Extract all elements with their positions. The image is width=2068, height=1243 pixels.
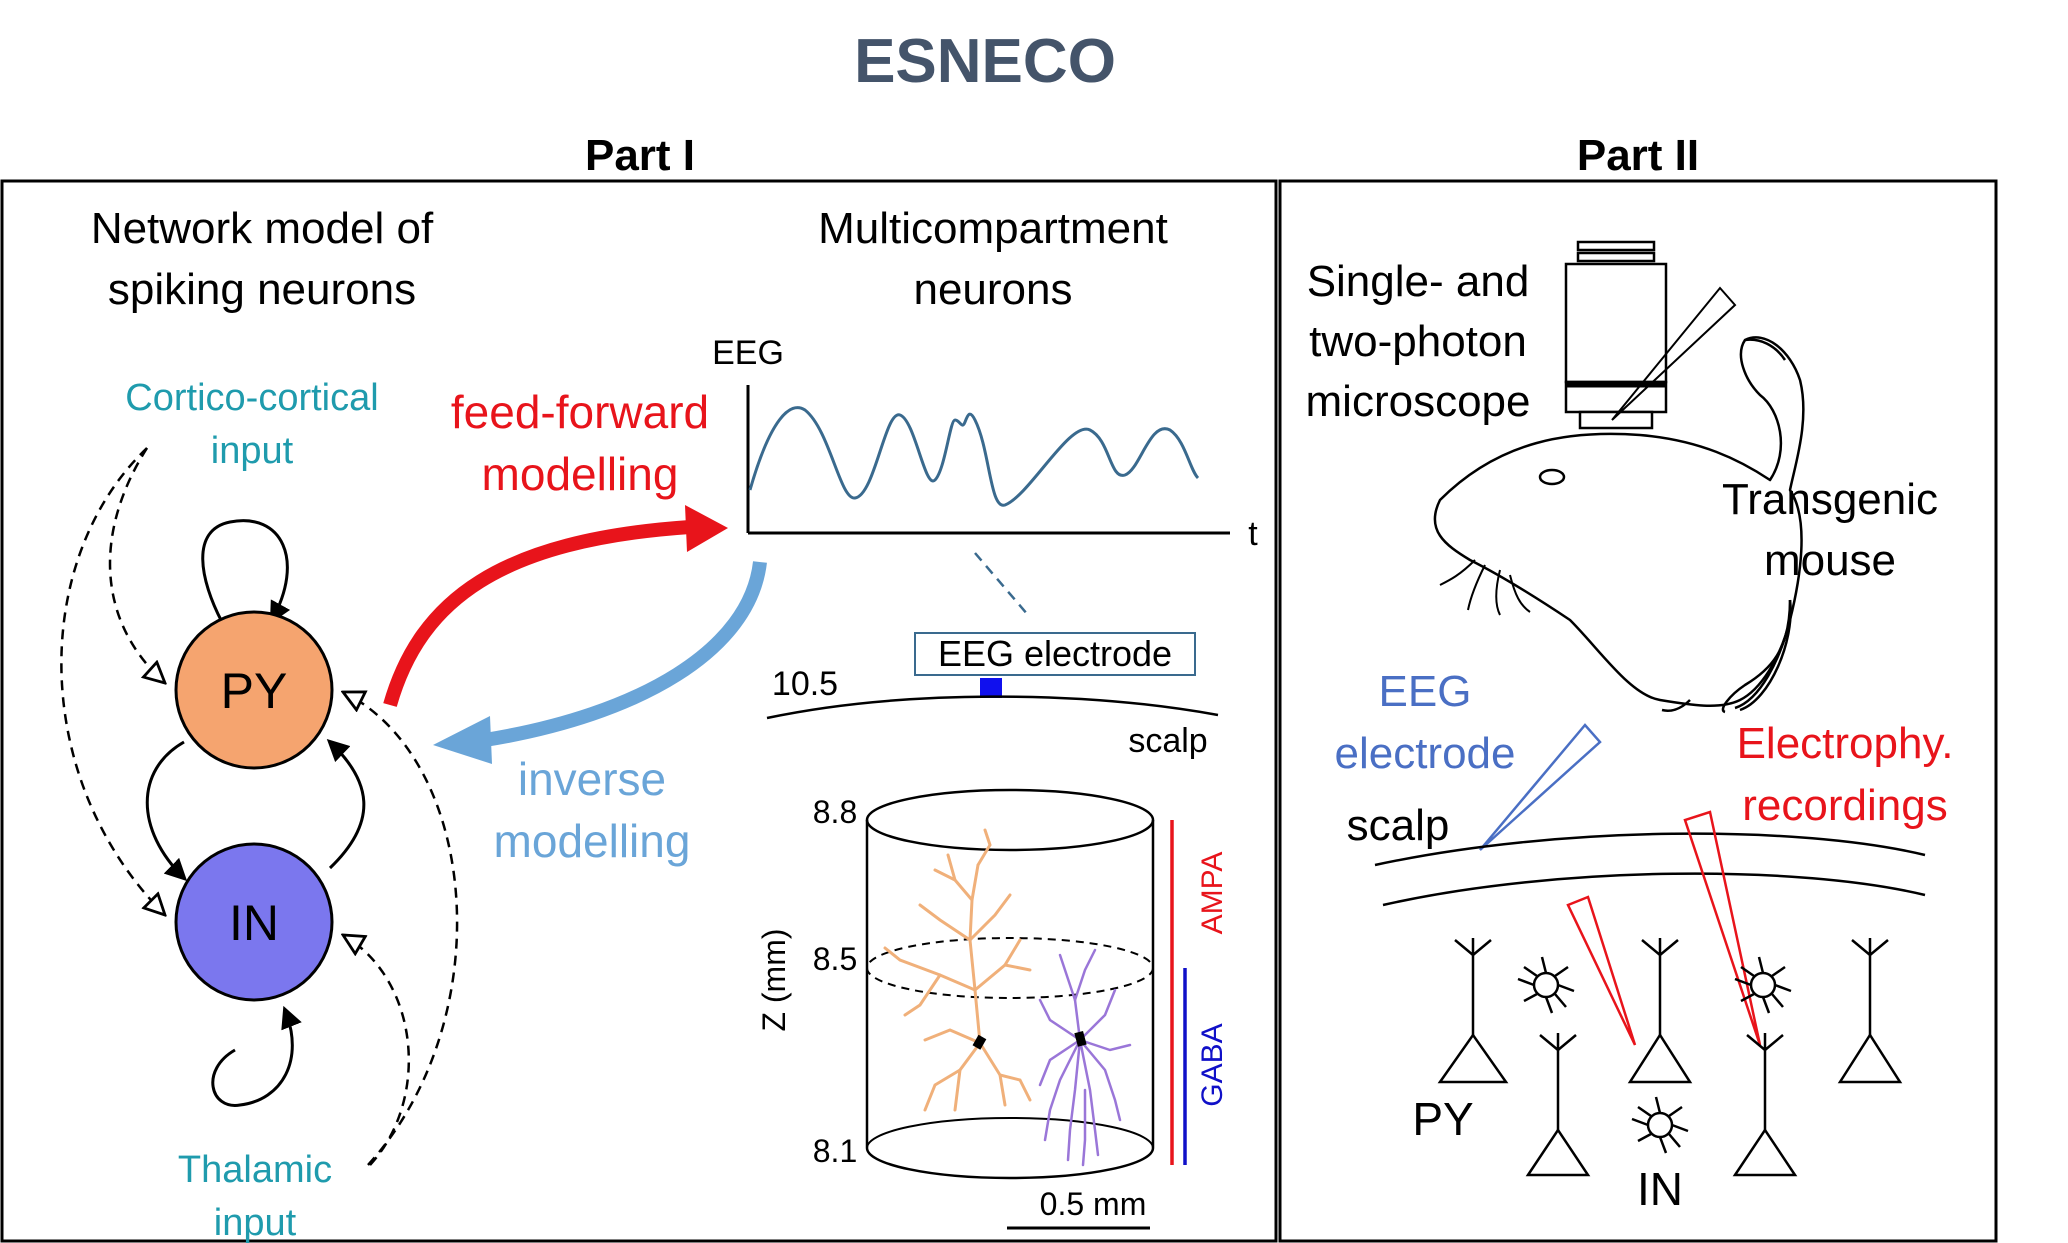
cylinder-top	[865, 788, 1155, 852]
pyramidal-neuron-4	[1732, 1033, 1798, 1177]
part2-panel	[1278, 179, 1998, 1243]
cylinder-bottom	[865, 1147, 1155, 1180]
p2-in-label: IN	[1637, 1163, 1683, 1215]
thalamic-input-line1: Thalamic	[178, 1149, 332, 1191]
in-node-label: IN	[229, 895, 279, 951]
in-to-py-arrow	[326, 738, 366, 870]
pipette-icon	[1611, 286, 1737, 421]
feedforward-line2: modelling	[482, 448, 679, 500]
cylinder-mid-dashed	[866, 937, 1154, 999]
mouse-whiskers	[1439, 559, 1531, 616]
interneuron-3	[1631, 1096, 1689, 1154]
orange-neuron-soma	[972, 1034, 987, 1050]
inverse-arrowhead	[433, 716, 492, 764]
part1-panel	[0, 179, 1278, 1243]
inverse-line2: modelling	[494, 815, 691, 867]
t-axis-label: t	[1248, 515, 1258, 553]
eeg-electrode-box	[914, 632, 1196, 676]
py-node-label: PY	[221, 663, 288, 719]
microscope-line3: microscope	[1306, 377, 1531, 426]
p2-scalp-line-top	[1374, 832, 1926, 867]
inverse-line1: inverse	[518, 753, 666, 805]
mouse-tail	[1734, 619, 1792, 710]
orange-multicompartment-neuron	[883, 828, 1032, 1112]
z-axis-label: Z (mm)	[756, 928, 792, 1031]
in-self-loop	[211, 1005, 302, 1107]
purple-multicompartment-neuron	[1038, 948, 1132, 1167]
py-self-loop	[201, 519, 291, 624]
z-tick-top: 8.8	[813, 794, 857, 830]
cortico-input-line1: Cortico-cortical	[125, 377, 378, 419]
figure-title: ESNECO	[854, 27, 1116, 96]
multi-title-line2: neurons	[913, 265, 1072, 314]
part2-heading: Part II	[1577, 131, 1699, 180]
z-tick-mid: 8.5	[813, 941, 857, 977]
py-to-in-arrow	[145, 740, 188, 882]
p2-pyramidal-neurons	[1437, 938, 1903, 1177]
py-node	[174, 610, 334, 770]
p2-ephys-line2: recordings	[1742, 781, 1947, 830]
cortico-to-in-dashed	[60, 447, 165, 915]
scalp-label: scalp	[1128, 722, 1207, 760]
eeg-electrode-label: EEG electrode	[938, 633, 1172, 674]
multi-title-line1: Multicompartment	[818, 204, 1168, 253]
microscope-icon	[1564, 240, 1668, 430]
p2-py-label: PY	[1412, 1093, 1473, 1145]
ampa-label: AMPA	[1196, 852, 1229, 935]
part1-heading: Part I	[585, 131, 695, 180]
in-node	[174, 842, 334, 1002]
inverse-arrow	[483, 561, 767, 747]
pyramidal-neuron-3	[1627, 938, 1693, 1084]
thalamic-to-in-dashed	[343, 935, 411, 1166]
cortico-to-py-dashed	[108, 447, 165, 683]
eeg-trace	[748, 406, 1200, 507]
p2-ephys-line1: Electrophy.	[1737, 719, 1954, 768]
pyramidal-neuron-1	[1437, 938, 1509, 1084]
eeg-axis-label: EEG	[712, 334, 784, 372]
feedforward-arrowhead	[685, 505, 728, 552]
p2-scalp-line-bottom	[1382, 872, 1926, 907]
feedforward-line1: feed-forward	[451, 386, 709, 438]
cortico-input-line2: input	[211, 430, 294, 472]
network-title-line1: Network model of	[91, 204, 434, 253]
scale-bar-label: 0.5 mm	[1040, 1186, 1147, 1222]
mouse-line1: Transgenic	[1722, 475, 1938, 524]
p2-interneurons	[1517, 956, 1792, 1154]
network-title-line2: spiking neurons	[108, 265, 416, 314]
thalamic-input-line2: input	[214, 1202, 297, 1243]
interneuron-1	[1517, 956, 1575, 1014]
interneuron-2	[1734, 956, 1792, 1014]
p2-scalp-label: scalp	[1347, 801, 1450, 850]
feedforward-arrow	[383, 520, 691, 707]
microscope-line1: Single- and	[1307, 257, 1530, 306]
microscope-line2: two-photon	[1309, 317, 1527, 366]
eeg-electrode-marker	[980, 678, 1002, 698]
mouse-line2: mouse	[1764, 536, 1896, 585]
thalamic-to-py-dashed	[343, 692, 459, 1166]
pyramidal-neuron-5	[1837, 938, 1903, 1084]
p2-eeg-line1: EEG	[1379, 667, 1472, 716]
pyramidal-neuron-2	[1525, 1033, 1591, 1177]
z-tick-bottom: 8.1	[813, 1133, 857, 1169]
p2-ephys-electrode-1	[1683, 810, 1762, 1046]
scalp-line	[766, 695, 1219, 720]
scalp-value-label: 10.5	[772, 665, 838, 703]
purple-neuron-soma	[1074, 1030, 1087, 1047]
p2-eeg-line2: electrode	[1334, 729, 1515, 778]
cylinder-bottom-back	[866, 1117, 1154, 1149]
gaba-label: GABA	[1196, 1023, 1229, 1106]
p2-ephys-electrode-2	[1566, 895, 1637, 1046]
eeg-electrode-connector	[974, 552, 1029, 616]
p2-eeg-electrode	[1479, 723, 1602, 851]
